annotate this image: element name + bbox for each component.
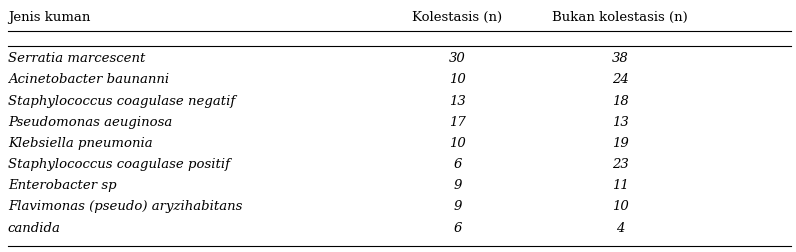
Text: Pseudomonas aeuginosa: Pseudomonas aeuginosa <box>8 116 172 129</box>
Text: 18: 18 <box>612 94 629 108</box>
Text: Staphylococcus coagulase positif: Staphylococcus coagulase positif <box>8 158 230 171</box>
Text: Flavimonas (pseudo) aryzihabitans: Flavimonas (pseudo) aryzihabitans <box>8 201 242 213</box>
Text: 10: 10 <box>449 73 466 86</box>
Text: candida: candida <box>8 222 60 235</box>
Text: Kolestasis (n): Kolestasis (n) <box>412 11 502 24</box>
Text: 24: 24 <box>612 73 629 86</box>
Text: Serratia marcescent: Serratia marcescent <box>8 52 145 65</box>
Text: 19: 19 <box>612 137 629 150</box>
Text: 6: 6 <box>453 222 462 235</box>
Text: 38: 38 <box>612 52 629 65</box>
Text: 9: 9 <box>453 179 462 192</box>
Text: Klebsiella pneumonia: Klebsiella pneumonia <box>8 137 152 150</box>
Text: 23: 23 <box>612 158 629 171</box>
Text: Bukan kolestasis (n): Bukan kolestasis (n) <box>552 11 688 24</box>
Text: 13: 13 <box>612 116 629 129</box>
Text: 10: 10 <box>449 137 466 150</box>
Text: Enterobacter sp: Enterobacter sp <box>8 179 116 192</box>
Text: Acinetobacter baunanni: Acinetobacter baunanni <box>8 73 169 86</box>
Text: 10: 10 <box>612 201 629 213</box>
Text: 9: 9 <box>453 201 462 213</box>
Text: 30: 30 <box>449 52 466 65</box>
Text: 17: 17 <box>449 116 466 129</box>
Text: Jenis kuman: Jenis kuman <box>8 11 90 24</box>
Text: 11: 11 <box>612 179 629 192</box>
Text: 6: 6 <box>453 158 462 171</box>
Text: 4: 4 <box>616 222 624 235</box>
Text: 13: 13 <box>449 94 466 108</box>
Text: Staphylococcus coagulase negatif: Staphylococcus coagulase negatif <box>8 94 235 108</box>
